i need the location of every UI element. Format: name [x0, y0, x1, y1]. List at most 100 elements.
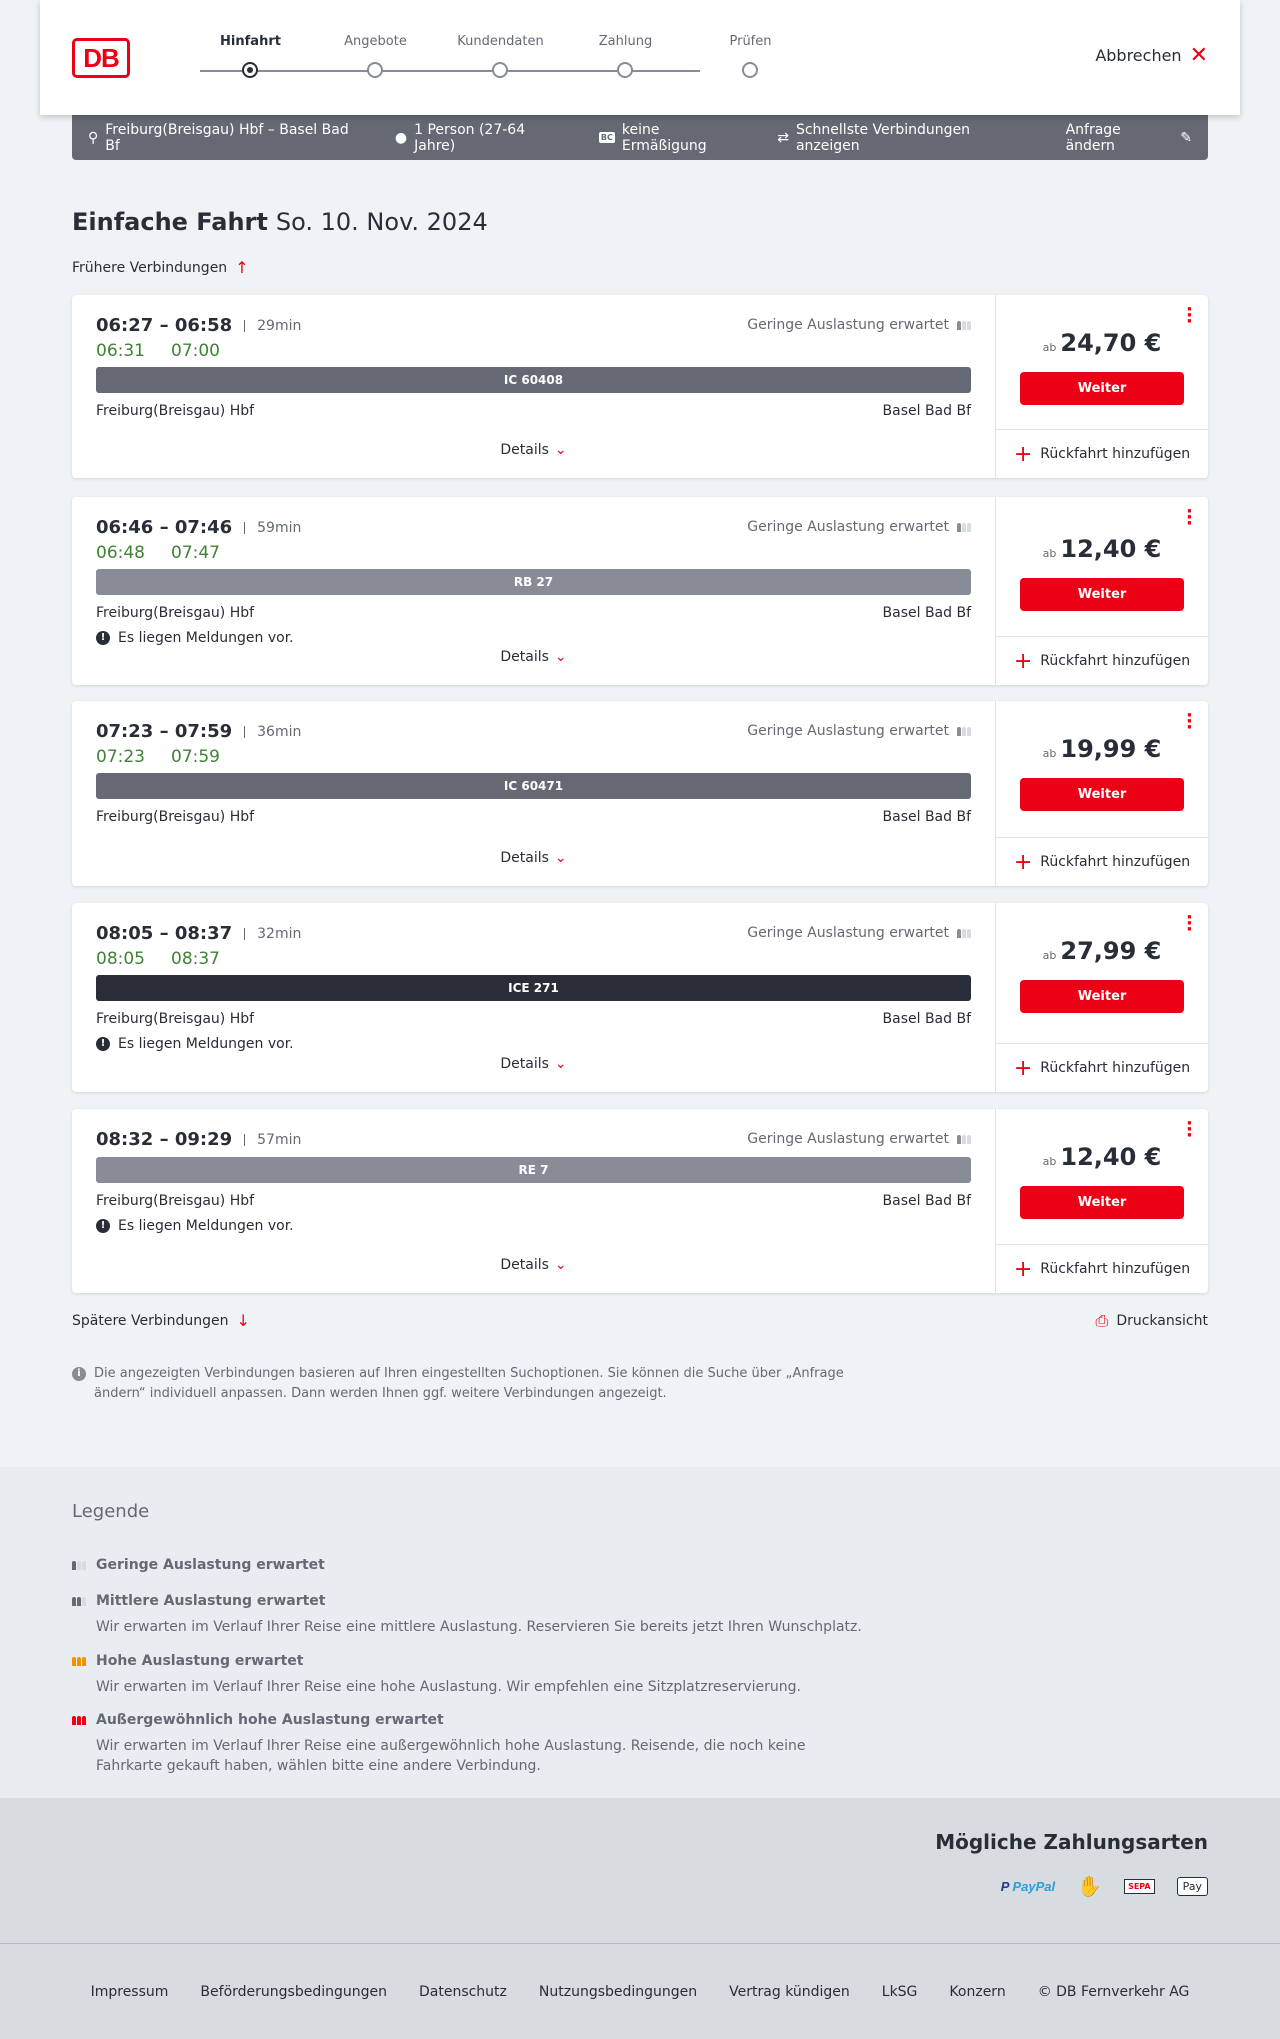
occupancy-low-icon — [957, 522, 971, 532]
occupancy-indicator: Geringe Auslastung erwartet — [747, 1131, 971, 1147]
occupancy-level-4-icon — [72, 1715, 88, 1725]
trip-type: Einfache Fahrt — [72, 208, 268, 236]
duration: 59min — [244, 521, 301, 535]
more-options-icon[interactable]: · · · — [1186, 907, 1193, 940]
train-bar[interactable]: ICE 271 — [96, 975, 971, 1001]
price-prefix: ab — [1042, 949, 1057, 962]
step-label: Zahlung — [598, 34, 653, 49]
connection-times: 08:05 – 08:37 32min — [96, 923, 301, 944]
footer-link[interactable]: LkSG — [881, 1983, 918, 2000]
more-options-icon[interactable]: · · · — [1186, 1113, 1193, 1146]
details-toggle[interactable]: Details ⌄ — [72, 649, 995, 665]
realtime-arrival: 07:59 — [171, 747, 220, 767]
continue-button[interactable]: Weiter — [1020, 980, 1184, 1013]
return-label: Rückfahrt hinzufügen — [1040, 653, 1191, 669]
more-options-icon[interactable]: · · · — [1186, 299, 1193, 332]
footer-link[interactable]: Vertrag kündigen — [729, 1983, 850, 2000]
sepa-icon: SEPA — [1124, 1878, 1155, 1894]
footer-link[interactable]: Nutzungsbedingungen — [538, 1983, 698, 2000]
legend-item: Außergewöhnlich hohe Auslastung erwartet… — [72, 1712, 876, 1776]
edit-request-button[interactable]: Anfrage ändern ✎ — [1066, 122, 1192, 154]
price-value: 19,99 € — [1060, 735, 1162, 763]
info-text: Die angezeigten Verbindungen basieren au… — [94, 1366, 844, 1401]
legend-item-text: Wir erwarten im Verlauf Ihrer Reise eine… — [96, 1679, 801, 1695]
legend-title: Legende — [72, 1501, 150, 1522]
occupancy-low-icon — [957, 726, 971, 736]
price-value: 24,70 € — [1060, 329, 1162, 357]
continue-button[interactable]: Weiter — [1020, 372, 1184, 405]
details-label: Details — [500, 1257, 549, 1273]
origin-station: Freiburg(Breisgau) Hbf — [96, 1193, 255, 1209]
chevron-down-icon: ⌄ — [554, 1257, 567, 1273]
occupancy-indicator: Geringe Auslastung erwartet — [747, 925, 971, 941]
print-view-link[interactable]: ⎙ Druckansicht — [1096, 1311, 1208, 1331]
add-return-button[interactable]: + Rückfahrt hinzufügen — [996, 429, 1208, 478]
continue-button[interactable]: Weiter — [1020, 578, 1184, 611]
price: ab 27,99 € — [996, 937, 1208, 965]
footer-link[interactable]: © DB Fernverkehr AG — [1037, 1983, 1190, 2000]
add-return-button[interactable]: + Rückfahrt hinzufügen — [996, 837, 1208, 886]
footer-link[interactable]: Konzern — [949, 1983, 1006, 2000]
occupancy-indicator: Geringe Auslastung erwartet — [747, 519, 971, 535]
add-return-button[interactable]: + Rückfahrt hinzufügen — [996, 1244, 1208, 1293]
header: DB Hinfahrt Angebote Kundendaten Zahlung… — [40, 0, 1240, 115]
swap-arrows-icon: ⇄ — [777, 129, 789, 146]
occupancy-level-1-icon — [72, 1560, 88, 1570]
footer-link[interactable]: Beförderungsbedingungen — [200, 1983, 387, 2000]
destination-station: Basel Bad Bf — [882, 605, 971, 621]
occupancy-label: Geringe Auslastung erwartet — [747, 925, 949, 941]
price: ab 12,40 € — [996, 535, 1208, 563]
continue-button[interactable]: Weiter — [1020, 1186, 1184, 1219]
details-toggle[interactable]: Details ⌄ — [72, 850, 995, 866]
price-value: 27,99 € — [1060, 937, 1162, 965]
more-options-icon[interactable]: · · · — [1186, 501, 1193, 534]
price-panel: · · · ab 12,40 € Weiter + Rückfahrt hinzufüg… — [995, 497, 1208, 685]
location-pin-icon: ⚲ — [88, 129, 99, 146]
train-bar[interactable]: IC 60471 — [96, 773, 971, 799]
continue-button[interactable]: Weiter — [1020, 778, 1184, 811]
train-bar[interactable]: IC 60408 — [96, 367, 971, 393]
close-icon: ✕ — [1189, 42, 1208, 68]
train-bar[interactable]: RE 7 — [96, 1157, 971, 1183]
legend-item-text: Wir erwarten im Verlauf Ihrer Reise eine… — [96, 1619, 862, 1635]
footer-link[interactable]: Datenschutz — [418, 1983, 507, 2000]
realtime-departure: 06:48 — [96, 543, 145, 563]
occupancy-level-3-icon — [72, 1656, 88, 1666]
realtime-departure: 07:23 — [96, 747, 145, 767]
train-bar[interactable]: RB 27 — [96, 569, 971, 595]
footer-link[interactable]: Impressum — [90, 1983, 169, 2000]
details-toggle[interactable]: Details ⌄ — [72, 442, 995, 458]
payment-section: Mögliche Zahlungsarten P PayPal ✋ SEPA P… — [0, 1798, 1280, 1943]
step-label: Kundendaten — [457, 34, 544, 49]
scheduled-times: 07:23 – 07:59 — [96, 721, 233, 742]
later-connections-link[interactable]: Spätere Verbindungen ↓ — [72, 1311, 250, 1330]
occupancy-low-icon — [957, 320, 971, 330]
connection-times: 06:27 – 06:58 29min — [96, 315, 301, 336]
connection-info: 08:05 – 08:37 32min 08:05 08:37 Geringe Au… — [72, 903, 995, 1092]
add-return-button[interactable]: + Rückfahrt hinzufügen — [996, 1043, 1208, 1092]
db-logo[interactable]: DB — [72, 38, 130, 78]
duration: 29min — [244, 319, 301, 333]
info-icon: i — [72, 1367, 86, 1381]
occupancy-indicator: Geringe Auslastung erwartet — [747, 723, 971, 739]
details-toggle[interactable]: Details ⌄ — [72, 1257, 995, 1273]
step-label: Prüfen — [729, 34, 772, 49]
details-toggle[interactable]: Details ⌄ — [72, 1056, 995, 1072]
trip-date: So. 10. Nov. 2024 — [275, 208, 488, 236]
scheduled-times: 06:46 – 07:46 — [96, 517, 233, 538]
exclamation-icon: ! — [96, 631, 110, 645]
progress-stepper: Hinfahrt Angebote Kundendaten Zahlung Pr… — [190, 34, 772, 84]
cancel-button[interactable]: Abbrechen ✕ — [1095, 42, 1208, 68]
chevron-down-icon: ⌄ — [554, 850, 567, 866]
cancel-label: Abbrechen — [1095, 46, 1182, 65]
realtime-arrival: 07:00 — [171, 341, 220, 361]
connection-info: 07:23 – 07:59 36min 07:23 07:59 Geringe Au… — [72, 701, 995, 886]
step-pruefen: Prüfen — [688, 34, 813, 78]
occupancy-label: Geringe Auslastung erwartet — [747, 317, 949, 333]
price: ab 24,70 € — [996, 329, 1208, 357]
details-label: Details — [500, 649, 549, 665]
add-return-button[interactable]: + Rückfahrt hinzufügen — [996, 636, 1208, 685]
more-options-icon[interactable]: · · · — [1186, 705, 1193, 738]
earlier-connections-link[interactable]: Frühere Verbindungen ↑ — [72, 258, 249, 277]
connection-times: 06:46 – 07:46 59min — [96, 517, 301, 538]
